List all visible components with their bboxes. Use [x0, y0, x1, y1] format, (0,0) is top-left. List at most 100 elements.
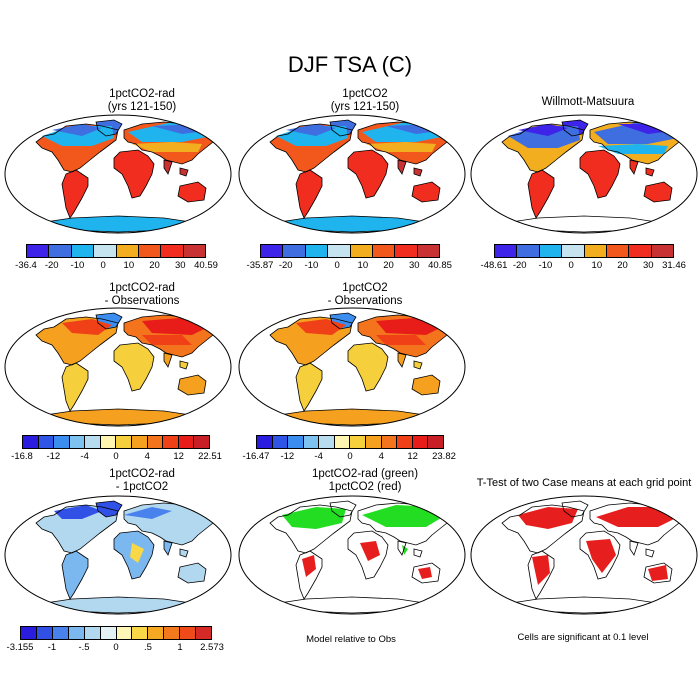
panel-8-shading-0 [518, 507, 578, 529]
colorbar-1-tick-label: 40.59 [194, 260, 218, 271]
panel-6-land-seasia [180, 549, 188, 557]
colorbar-4-swatch [178, 436, 195, 448]
panel-4-title-line2: - Observations [104, 295, 180, 307]
colorbar-1-tick-label: -10 [70, 260, 85, 271]
colorbar-5-swatch [412, 436, 429, 448]
colorbar-panel-2 [260, 244, 440, 258]
colorbar-1-tick-label: 10 [123, 260, 135, 271]
panel-4-title: 1pctCO2-rad - Observations [32, 282, 252, 308]
panel-5-land-seasia [414, 361, 422, 369]
panel-8-coastline-seasia [645, 548, 655, 558]
panel-9-title-line1: T-Test of two Case means at each grid po… [476, 477, 692, 489]
panel-2-coastline-sa [295, 169, 323, 219]
colorbar-2-tick-label: 0 [334, 260, 340, 271]
colorbar-5-tick-label: -16.47 [242, 451, 270, 462]
panel-4-globe-outline [4, 307, 232, 427]
panel-8-shading-2 [532, 555, 550, 585]
colorbar-4-swatch [100, 436, 117, 448]
colorbar-5-swatch [303, 436, 320, 448]
colorbar-2-swatch [261, 245, 284, 257]
panel-8-note: Model relative to Obs [306, 634, 396, 645]
colorbar-1-tick-label: 0 [100, 260, 106, 271]
colorbar-6-swatch [21, 627, 37, 639]
panel-1-coastline-seasia [179, 167, 189, 177]
map-panel-5 [238, 307, 466, 427]
colorbar-1-swatch [71, 245, 95, 257]
panel-1-title-line1: 1pctCO2-rad [109, 88, 175, 100]
panel-7-coastline-india [397, 540, 407, 556]
panel-7-land-antarctica [266, 597, 438, 613]
panel-6-shading-0 [54, 505, 102, 519]
colorbar-4-tick-label: 4 [144, 451, 150, 462]
panel-2-coastline-greenland [329, 119, 357, 137]
colorbar-6-tick-label: .5 [144, 642, 152, 653]
panel-3-coastline-sa [527, 169, 555, 219]
panel-6-globe-outline [4, 495, 232, 615]
map-panel-3 [470, 114, 698, 234]
colorbar-1-swatch [161, 245, 184, 257]
panel-6-coastline-india [163, 540, 173, 556]
panel-7-coastline-na [269, 504, 353, 554]
colorbar-4-swatch [163, 436, 179, 448]
panel-1-title-line2: (yrs 121-150) [107, 101, 177, 113]
panel-5-land-sa [296, 363, 322, 411]
panel-2-land-africa [348, 150, 388, 198]
panel-8-title: 1pctCO2-rad (green) 1pctCO2 (red) [255, 468, 475, 494]
panel-2-title: 1pctCO2 (yrs 121-150) [255, 88, 475, 114]
colorbar-4-tick-label: 22.51 [198, 451, 222, 462]
colorbar-4-swatch [23, 436, 39, 448]
colorbar-1-swatch [49, 245, 72, 257]
panel-6-coastline-seasia [179, 548, 189, 558]
colorbar-5-swatch [350, 436, 367, 448]
panel-1-land-seasia [180, 168, 188, 176]
panel-1-coastline-na [35, 123, 119, 173]
colorbar-panel-3 [494, 244, 674, 258]
panel-3-coastline-greenland [561, 119, 589, 137]
panel-3-land-antarctica [498, 216, 670, 232]
panel-2-title-line2: (yrs 121-150) [330, 101, 400, 113]
panel-4-coastline-greenland [95, 312, 123, 330]
colorbar-3-tick-label: 20 [617, 260, 628, 271]
panel-8-land-antarctica [498, 597, 670, 613]
panel-7-land-sa [296, 551, 322, 599]
panel-4-land-antarctica [32, 409, 204, 425]
panel-1-land-africa [114, 150, 154, 198]
panel-1-land-antarctica [32, 216, 204, 232]
panel-5-land-africa [348, 343, 388, 391]
panel-2-coastline-africa [347, 149, 389, 199]
panel-7-shading-2 [302, 555, 316, 577]
panel-7-coastline-africa [347, 530, 389, 580]
map-panel-1 [4, 114, 232, 234]
colorbar-3-swatch [606, 245, 630, 257]
colorbar-5-tick-label: 0 [347, 451, 353, 462]
panel-5-coastline-india [397, 352, 407, 368]
colorbar-2-tick-label: 20 [383, 260, 394, 271]
colorbar-3-tick-label: -48.61 [480, 260, 508, 271]
panel-2-shading-1 [286, 124, 336, 136]
map-panel-7 [4, 495, 232, 615]
colorbar-3-tick-label: 30 [642, 260, 654, 271]
panel-6-coastline-greenland [95, 500, 123, 518]
panel-9-note: Cells are significant at 0.1 level [517, 632, 649, 643]
colorbar-1-swatch [94, 245, 117, 257]
colorbar-3-tick-label: 0 [568, 260, 574, 271]
panel-3-coastline-africa [579, 149, 621, 199]
panel-5-coastline-africa [347, 342, 389, 392]
panel-2-coastline-australia [411, 181, 441, 203]
panel-4-coastline-india [163, 352, 173, 368]
panel-1-coastline-australia [177, 181, 207, 203]
colorbar-3-tick-label: -20 [512, 260, 527, 271]
panel-2-coastline-na [269, 123, 353, 173]
panel-1-globe-outline [4, 114, 232, 234]
panel-2-land-sa [296, 170, 322, 218]
colorbar-6-tick-label: -3.155 [6, 642, 34, 653]
panel-6-shading-1 [124, 507, 172, 519]
panel-7-title-line1: 1pctCO2-rad [109, 468, 175, 480]
panel-7-land-seasia [414, 549, 422, 557]
colorbar-3-swatch [517, 245, 540, 257]
colorbar-4-swatch [147, 436, 164, 448]
panel-3-coastline-na [501, 123, 585, 173]
colorbar-6-swatch [36, 627, 53, 639]
panel-7-shading-1 [362, 505, 446, 527]
colorbar-2-tick-label: -10 [304, 260, 319, 271]
